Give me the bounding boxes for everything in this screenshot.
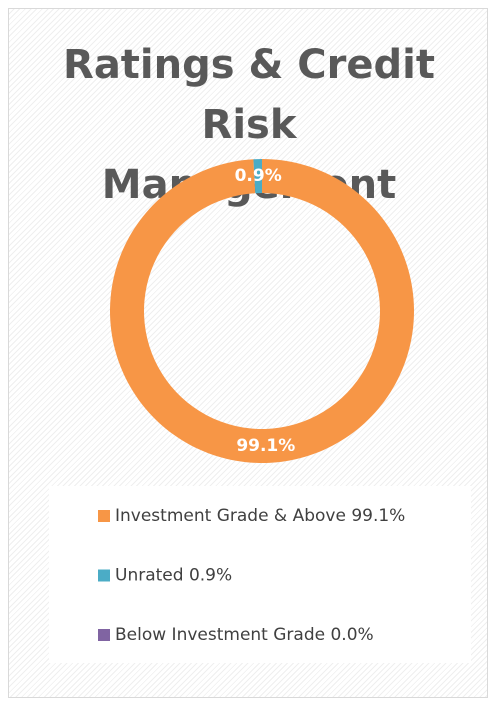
data-label: 0.9% xyxy=(235,166,282,186)
legend-box xyxy=(49,486,471,663)
legend-swatch xyxy=(98,510,110,522)
legend-label: Below Investment Grade 0.0% xyxy=(115,625,374,645)
donut-slice xyxy=(253,159,262,194)
data-label: 99.1% xyxy=(236,436,295,456)
donut-slice xyxy=(110,159,415,463)
legend-swatch xyxy=(98,629,110,641)
chart-frame: Ratings & Credit Risk Management 99.1%0.… xyxy=(8,8,488,698)
chart: 99.1% 0.9% Investment Grade & Above 99.1% U… xyxy=(98,159,415,645)
legend-swatch xyxy=(98,569,110,582)
legend-label: Investment Grade & Above 99.1% xyxy=(115,506,405,526)
legend-label: Unrated 0.9% xyxy=(115,566,232,586)
